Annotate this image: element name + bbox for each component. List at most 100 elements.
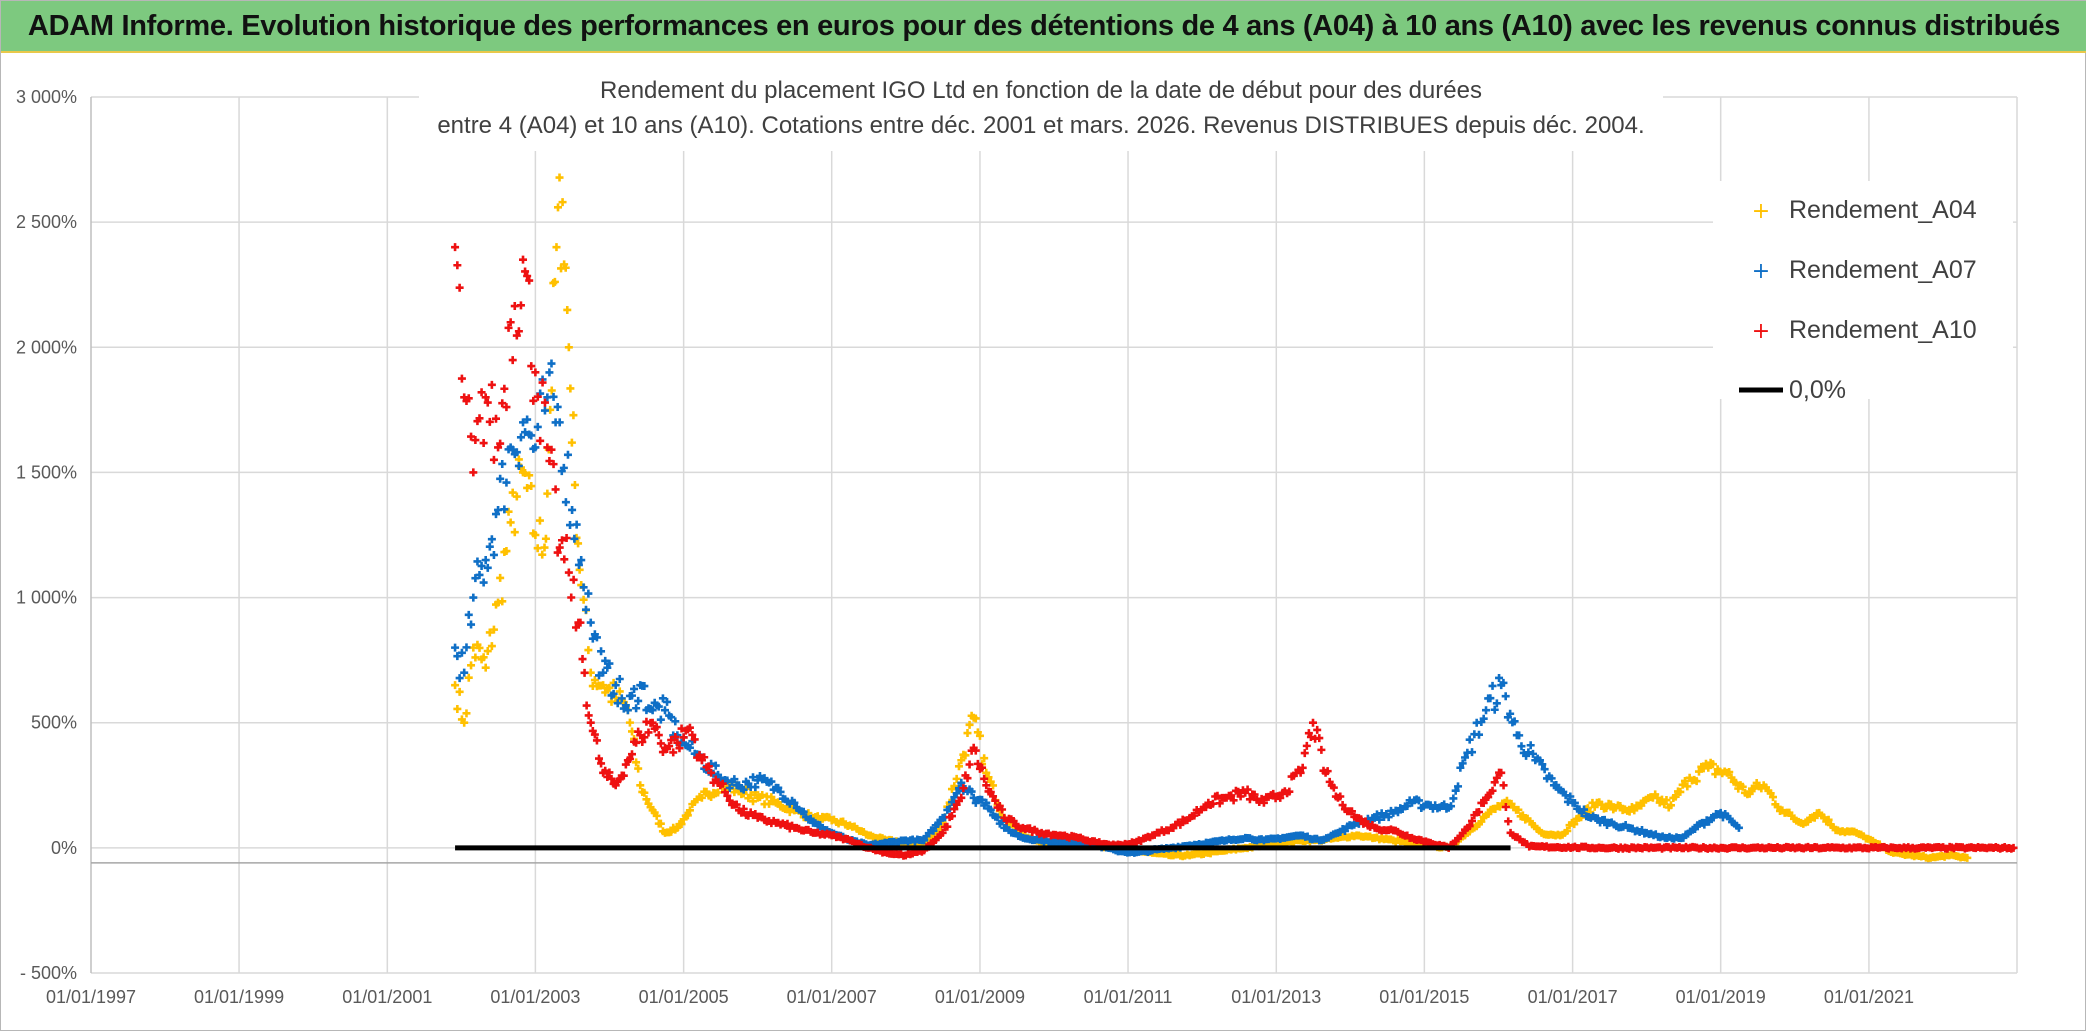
trend-marker [547, 359, 556, 368]
trend-marker [561, 263, 570, 272]
trend-marker [700, 753, 709, 762]
data-point [531, 368, 540, 377]
trend-marker [1347, 807, 1356, 816]
data-point [564, 343, 573, 352]
trend-marker [1495, 673, 1504, 682]
trend-marker [1590, 802, 1599, 811]
trend-marker [658, 694, 667, 703]
trend-marker [1514, 805, 1523, 814]
trend-marker [767, 777, 776, 786]
trend-marker [508, 445, 517, 454]
trend-marker [1323, 767, 1332, 776]
trend-marker [549, 460, 558, 469]
trend-marker [1245, 795, 1254, 804]
trend-marker [993, 813, 1002, 822]
chart-tick-labels: - 500% 0% 500% 1 000% 1 500% 2 000% 2 500% 3 00… [16, 87, 1914, 1007]
trend-marker [512, 492, 521, 501]
trend-marker [785, 808, 794, 817]
y-tick-label: - 500% [20, 963, 77, 983]
data-point [599, 681, 608, 690]
trend-marker [492, 414, 501, 423]
trend-marker [1694, 767, 1703, 776]
trend-marker [512, 331, 521, 340]
trend-marker [627, 750, 636, 759]
trend-marker [479, 439, 488, 448]
trend-marker [1468, 748, 1477, 757]
trend-marker [576, 618, 585, 627]
trend-marker [1384, 813, 1393, 822]
data-point [1630, 806, 1639, 815]
trend-marker [496, 573, 505, 582]
trend-marker [504, 323, 513, 332]
trend-marker [1540, 765, 1549, 774]
x-tick-label: 01/01/2019 [1676, 987, 1766, 1007]
trend-marker [477, 561, 486, 570]
data-point [1666, 801, 1675, 810]
trend-marker [483, 563, 492, 572]
data-point [1259, 798, 1268, 807]
trend-marker [590, 676, 599, 685]
trend-marker [1338, 801, 1347, 810]
trend-marker [584, 711, 593, 720]
trend-marker [553, 203, 562, 212]
trend-marker [984, 773, 993, 782]
trend-marker [1563, 826, 1572, 835]
data-point [660, 706, 669, 715]
x-tick-label: 01/01/2001 [342, 987, 432, 1007]
data-point [1296, 768, 1305, 777]
trend-marker [1517, 742, 1526, 751]
trend-marker [1357, 815, 1366, 824]
chart-legend: + Rendement_A04 + Rendement_A07 + Rendem… [1713, 181, 2013, 404]
trend-marker [553, 548, 562, 557]
trend-marker [663, 697, 672, 706]
trend-marker [597, 647, 606, 656]
trend-marker [1499, 781, 1508, 790]
trend-marker [1475, 730, 1484, 739]
chart-grid [91, 96, 2018, 974]
trend-marker [751, 783, 760, 792]
trend-marker [1570, 798, 1579, 807]
trend-marker [952, 789, 961, 798]
trend-marker [1680, 776, 1689, 785]
trend-marker [1501, 692, 1510, 701]
report-title: ADAM Informe. Evolution historique des p… [27, 9, 2061, 42]
trend-marker [595, 671, 604, 680]
x-tick-label: 01/01/1997 [46, 987, 136, 1007]
trend-marker [963, 729, 972, 738]
trend-marker [1492, 773, 1501, 782]
trend-marker [455, 687, 464, 696]
trend-marker [986, 805, 995, 814]
trend-marker [567, 593, 576, 602]
trend-marker [989, 781, 998, 790]
trend-marker [634, 696, 643, 705]
trend-marker [1276, 793, 1285, 802]
series-rendement_a07 [451, 359, 1743, 857]
trend-marker [578, 655, 587, 664]
trend-marker [725, 796, 734, 805]
data-point [920, 836, 929, 845]
trend-marker [783, 819, 792, 828]
trend-marker [627, 691, 636, 700]
data-point [568, 505, 577, 514]
trend-marker [658, 748, 667, 757]
trend-marker [540, 406, 549, 415]
trend-marker [485, 542, 494, 551]
trend-marker [640, 682, 649, 691]
trend-marker [621, 760, 630, 769]
trend-marker [642, 795, 651, 804]
trend-marker [523, 272, 532, 281]
trend-marker [579, 595, 588, 604]
trend-marker [525, 276, 534, 285]
trend-marker [558, 536, 567, 545]
y-tick-label: 3 000% [16, 87, 77, 107]
trend-marker [523, 415, 532, 424]
trend-marker [952, 774, 961, 783]
trend-marker [570, 534, 579, 543]
trend-marker [502, 403, 511, 412]
trend-marker [640, 733, 649, 742]
trend-marker [521, 428, 530, 437]
trend-marker [479, 653, 488, 662]
data-point [685, 743, 694, 752]
trend-marker [473, 557, 482, 566]
trend-marker [1524, 748, 1533, 757]
